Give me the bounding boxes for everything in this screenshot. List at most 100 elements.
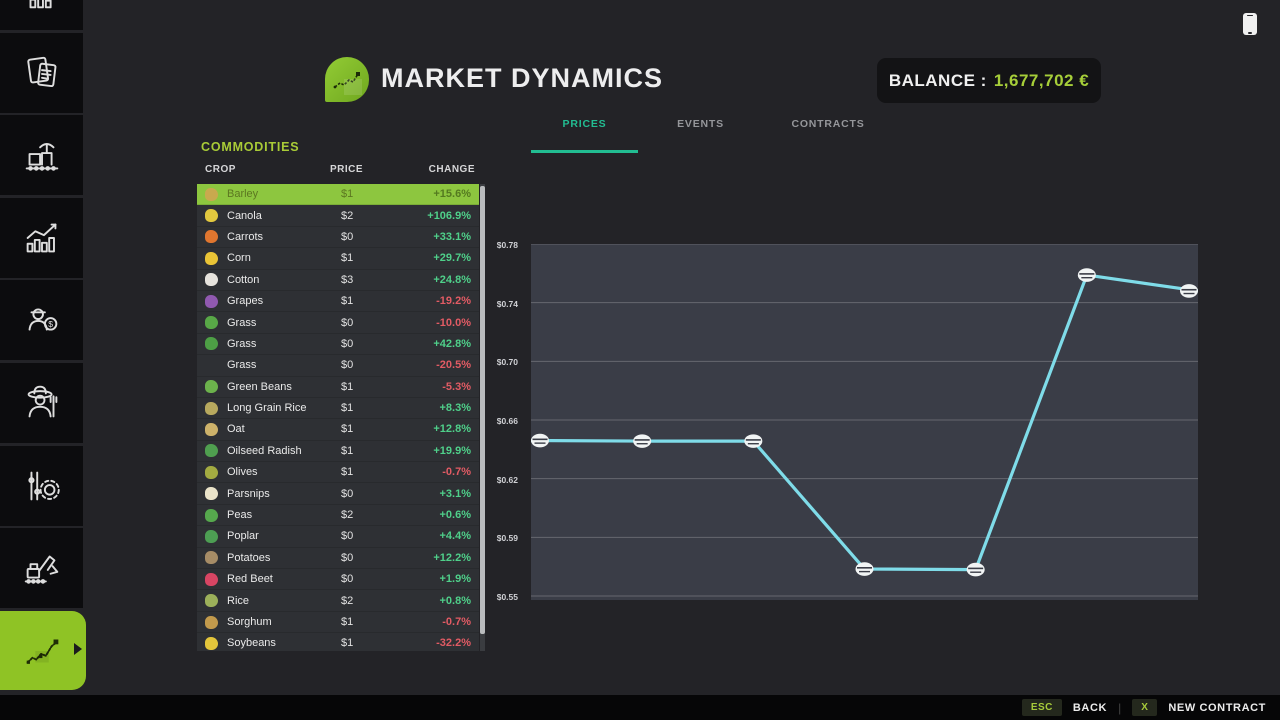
sidebar-item-market-dynamics[interactable] [0,611,86,690]
rice-icon [205,594,218,608]
commodity-row[interactable]: Grass $0 -20.5% [197,355,479,377]
commodity-row[interactable]: Barley $1 +15.6% [197,184,479,206]
active-tab-underline [531,150,638,153]
column-crop: CROP [205,164,236,175]
commodities-heading: COMMODITIES [201,140,300,154]
sidebar-item-excavator[interactable] [0,528,83,608]
crop-price: $0 [341,551,354,564]
crop-change: -32.2% [436,637,471,650]
commodity-row[interactable]: Sorghum $1 -0.7% [197,612,479,634]
sidebar-item-documents[interactable] [0,33,83,113]
market-leaf-icon [325,57,369,102]
commodity-row[interactable]: Red Beet $0 +1.9% [197,569,479,591]
data-point-marker [744,434,763,448]
y-axis-tick-label: $0.59 [496,533,518,544]
crop-name: Potatoes [227,551,271,564]
crop-name: Parsnips [227,487,270,500]
crop-name: Cotton [227,273,260,286]
commodity-row[interactable]: Soybeans $1 -32.2% [197,633,479,651]
crop-price: $1 [341,252,354,265]
crop-change: -20.5% [436,359,471,372]
soybeans-icon [205,636,218,650]
commodity-row[interactable]: Long Grain Rice $1 +8.3% [197,398,479,420]
no-icon [205,359,218,372]
crop-change: +0.8% [439,594,472,607]
partial-top-icon [29,0,52,9]
crop-price: $0 [341,359,354,372]
commodity-row[interactable]: Parsnips $0 +3.1% [197,483,479,505]
commodity-row[interactable]: Green Beans $1 -5.3% [197,377,479,398]
crop-price: $2 [341,594,354,607]
tab-prices[interactable]: PRICES [531,118,638,153]
commodity-row[interactable]: Carrots $0 +33.1% [197,227,479,249]
crop-change: -0.7% [442,466,471,479]
production-line-icon [25,143,58,171]
y-axis-tick-label: $0.78 [496,240,518,250]
parsnips-icon [205,487,218,501]
data-point-marker [1180,284,1198,298]
footer-separator: | [1118,700,1122,715]
commodity-row[interactable]: Oat $1 +12.8% [197,419,479,441]
sidebar-item-production-line[interactable] [0,115,83,195]
commodity-row[interactable]: Rice $2 +0.8% [197,590,479,612]
farmer-money-icon: $ [28,308,57,331]
potatoes-icon [205,551,218,565]
crop-change: -10.0% [436,316,471,329]
crop-name: Grapes [227,295,264,308]
carrots-icon [205,230,218,244]
grass-icon [205,316,218,330]
tab-events[interactable]: EVENTS [677,118,724,130]
phone-icon [1243,13,1257,35]
sidebar-item-farmer-money[interactable]: $ [0,280,83,360]
commodities-table-header: CROP PRICE CHANGE [197,164,479,178]
commodity-row[interactable]: Grapes $1 -19.2% [197,291,479,313]
red-beet-icon [205,572,218,586]
corn-icon [205,251,218,265]
commodity-row[interactable]: Grass $0 -10.0% [197,312,479,334]
excavator-icon [24,555,58,584]
commodity-row[interactable]: Cotton $3 +24.8% [197,270,479,291]
tab-contracts[interactable]: CONTRACTS [791,118,865,130]
crop-name: Barley [227,188,259,201]
crop-name: Rice [227,594,250,607]
crop-change: -19.2% [436,295,471,308]
sidebar-item-statistics[interactable] [0,198,83,278]
sidebar-item-machine-settings[interactable] [0,446,83,526]
data-point-marker [531,433,549,448]
commodity-row[interactable]: Grass $0 +42.8% [197,334,479,356]
crop-change: +1.9% [439,573,472,586]
sidebar-item-partial-top[interactable] [0,0,83,30]
tab-bar: PRICES EVENTS CONTRACTS [531,118,893,153]
documents-icon [26,56,56,88]
crop-price: $1 [341,637,354,650]
commodity-row[interactable]: Olives $1 -0.7% [197,462,479,484]
new-contract-button[interactable]: NEW CONTRACT [1168,701,1266,714]
crop-price: $0 [341,573,354,586]
commodity-row[interactable]: Corn $1 +29.7% [197,248,479,270]
commodity-row[interactable]: Canola $2 +106.9% [197,205,479,227]
data-point-marker [855,562,874,576]
back-button[interactable]: BACK [1072,701,1108,714]
peas-icon [205,508,218,522]
esc-key-badge[interactable]: ESC [1021,699,1062,716]
cotton-icon [205,273,218,287]
crop-price: $2 [341,209,354,222]
crop-change: -0.7% [442,616,471,628]
commodity-row[interactable]: Potatoes $0 +12.2% [197,548,479,570]
hotkey-bar: ESC BACK | X NEW CONTRACT [0,695,1280,720]
crop-price: $3 [341,273,354,286]
scrollbar-thumb[interactable] [480,186,485,634]
x-key-badge[interactable]: X [1132,699,1158,716]
commodity-row[interactable]: Oilseed Radish $1 +19.9% [197,441,479,463]
crop-name: Oat [227,423,245,436]
long-grain-rice-icon [205,401,218,415]
crop-price: $0 [341,337,354,350]
commodity-list-scrollbar[interactable] [480,184,485,651]
commodity-row[interactable]: Poplar $0 +4.4% [197,526,479,548]
commodity-row[interactable]: Peas $2 +0.6% [197,505,479,527]
data-point-marker [1077,268,1096,282]
sidebar-item-farmer[interactable] [0,363,83,443]
crop-price: $2 [341,509,354,522]
active-arrow-icon [74,643,82,655]
crop-price: $0 [341,487,354,500]
